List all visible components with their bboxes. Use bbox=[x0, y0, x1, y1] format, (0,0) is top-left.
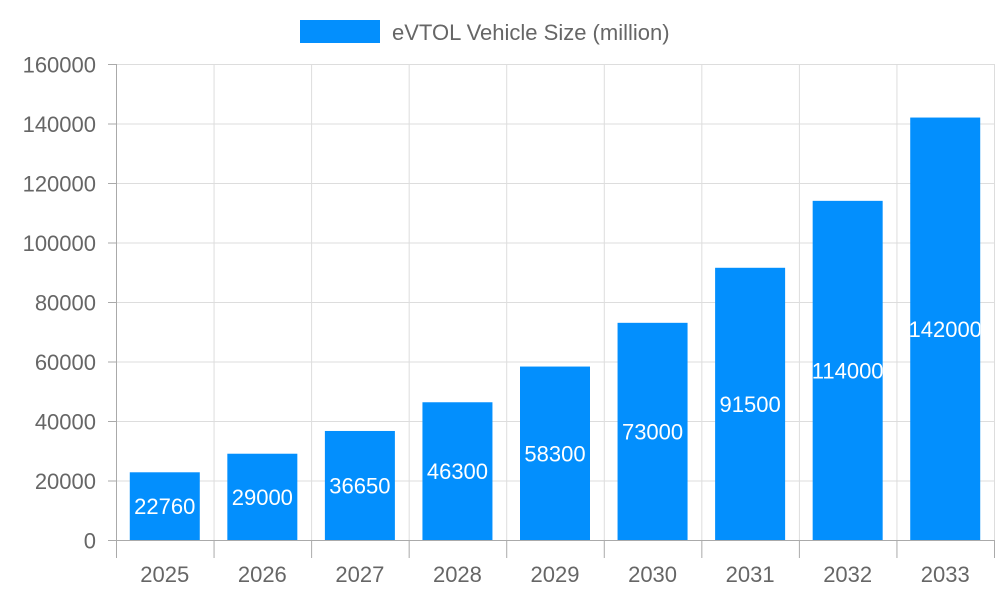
data-label-2029: 58300 bbox=[524, 441, 585, 466]
bar-2025 bbox=[129, 472, 200, 540]
grid bbox=[116, 64, 995, 541]
y-tick-label: 100000 bbox=[23, 231, 96, 256]
x-tick-label: 2029 bbox=[531, 562, 580, 587]
data-label-2032: 114000 bbox=[812, 358, 884, 383]
x-tick-label: 2027 bbox=[335, 562, 384, 587]
x-tick-label: 2028 bbox=[433, 562, 482, 587]
y-tick-label: 60000 bbox=[35, 350, 96, 375]
legend-label: eVTOL Vehicle Size (million) bbox=[392, 20, 670, 45]
x-tick-label: 2032 bbox=[823, 562, 872, 587]
data-label-2027: 36650 bbox=[329, 473, 390, 498]
y-tick-label: 140000 bbox=[23, 112, 96, 137]
y-axis: 0 20000 40000 60000 80000 100000 120000 140000 1… bbox=[23, 53, 116, 554]
x-tick-label: 2030 bbox=[628, 562, 677, 587]
x-axis: 2025 2026 2027 2028 2029 2030 2031 2032 2033 bbox=[116, 540, 995, 587]
data-label-2030: 73000 bbox=[622, 419, 683, 444]
bar-2033 bbox=[910, 117, 981, 541]
x-tick-label: 2031 bbox=[726, 562, 775, 587]
y-tick-label: 20000 bbox=[35, 469, 96, 494]
x-tick-label: 2026 bbox=[238, 562, 287, 587]
bar-2032 bbox=[812, 200, 883, 540]
y-tick-label: 0 bbox=[84, 529, 96, 554]
y-tick-label: 40000 bbox=[35, 410, 96, 435]
data-label-2033: 142000 bbox=[909, 317, 982, 342]
data-label-2026: 29000 bbox=[232, 485, 293, 510]
legend-swatch bbox=[300, 20, 380, 43]
x-tick-label: 2025 bbox=[140, 562, 189, 587]
data-label-2025: 22760 bbox=[134, 494, 195, 519]
bar-2030 bbox=[617, 322, 688, 540]
legend[interactable]: eVTOL Vehicle Size (million) bbox=[300, 20, 670, 45]
bar-2031 bbox=[715, 267, 786, 540]
bar-2026 bbox=[227, 453, 298, 540]
bar-2028 bbox=[422, 402, 493, 540]
bar-2029 bbox=[520, 366, 590, 540]
x-tick-label: 2033 bbox=[921, 562, 970, 587]
bar-2027 bbox=[324, 430, 395, 540]
bars: 22760 29000 36650 46300 58300 73000 91500 11400… bbox=[129, 117, 982, 541]
y-tick-label: 80000 bbox=[35, 291, 96, 316]
y-tick-label: 160000 bbox=[23, 53, 96, 78]
data-label-2028: 46300 bbox=[427, 459, 488, 484]
y-tick-label: 120000 bbox=[23, 172, 96, 197]
data-label-2031: 91500 bbox=[720, 392, 781, 417]
